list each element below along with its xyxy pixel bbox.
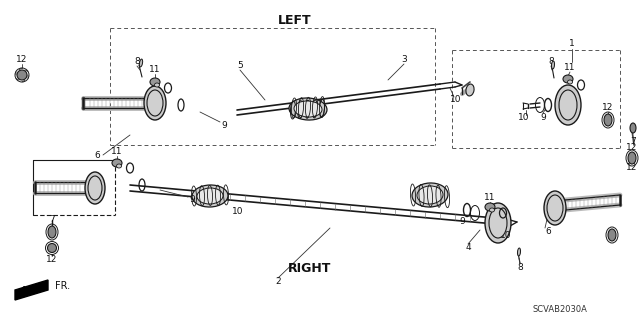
Ellipse shape [112,159,122,167]
Ellipse shape [197,188,223,204]
Ellipse shape [85,172,105,204]
Text: 2: 2 [275,278,281,286]
Ellipse shape [140,59,143,67]
Ellipse shape [544,191,566,225]
Text: SCVAB2030A: SCVAB2030A [532,306,588,315]
Ellipse shape [608,229,616,241]
Ellipse shape [555,85,581,125]
Ellipse shape [48,226,56,238]
Ellipse shape [485,203,495,211]
Ellipse shape [192,185,228,207]
Ellipse shape [417,186,443,204]
Text: 5: 5 [237,62,243,70]
Ellipse shape [116,164,122,168]
Text: 9: 9 [540,113,546,122]
Ellipse shape [630,123,636,133]
Ellipse shape [150,78,160,86]
Text: 11: 11 [149,65,161,75]
Ellipse shape [466,84,474,96]
Ellipse shape [17,70,27,80]
Text: 11: 11 [484,194,496,203]
Text: 10: 10 [451,95,461,105]
Ellipse shape [47,243,56,253]
Text: 8: 8 [517,263,523,272]
Ellipse shape [485,203,511,243]
Text: 9: 9 [189,196,195,204]
Ellipse shape [604,114,612,126]
Text: 8: 8 [548,57,554,66]
Ellipse shape [289,98,327,120]
Ellipse shape [489,208,507,238]
Text: 1: 1 [569,40,575,48]
Ellipse shape [559,90,577,120]
Text: 12: 12 [602,103,614,113]
Text: 7: 7 [49,216,55,225]
Text: 9: 9 [459,218,465,226]
Text: 4: 4 [465,243,471,253]
Ellipse shape [88,176,102,200]
Ellipse shape [144,86,166,120]
Text: 12: 12 [46,256,58,264]
Ellipse shape [563,75,573,83]
Text: 6: 6 [94,151,100,160]
Ellipse shape [154,83,159,87]
Text: 12: 12 [627,164,637,173]
Ellipse shape [568,80,573,84]
Ellipse shape [490,208,495,212]
Text: 11: 11 [564,63,576,72]
Text: 8: 8 [134,57,140,66]
Ellipse shape [294,101,322,117]
Ellipse shape [518,248,520,256]
Text: FR.: FR. [55,281,70,291]
Text: 10: 10 [500,231,512,240]
Ellipse shape [552,61,554,69]
Text: 6: 6 [545,227,551,236]
Text: 12: 12 [627,144,637,152]
Text: 10: 10 [232,207,244,217]
Ellipse shape [147,90,163,116]
Text: 7: 7 [630,137,636,146]
Ellipse shape [412,183,448,207]
Polygon shape [15,280,48,300]
Text: 10: 10 [518,114,530,122]
Text: 11: 11 [111,147,123,157]
Text: 12: 12 [16,56,28,64]
Ellipse shape [547,195,563,221]
Text: 9: 9 [221,121,227,130]
Text: 3: 3 [401,56,407,64]
Text: LEFT: LEFT [278,13,312,26]
Ellipse shape [628,152,636,164]
Text: RIGHT: RIGHT [288,262,332,275]
